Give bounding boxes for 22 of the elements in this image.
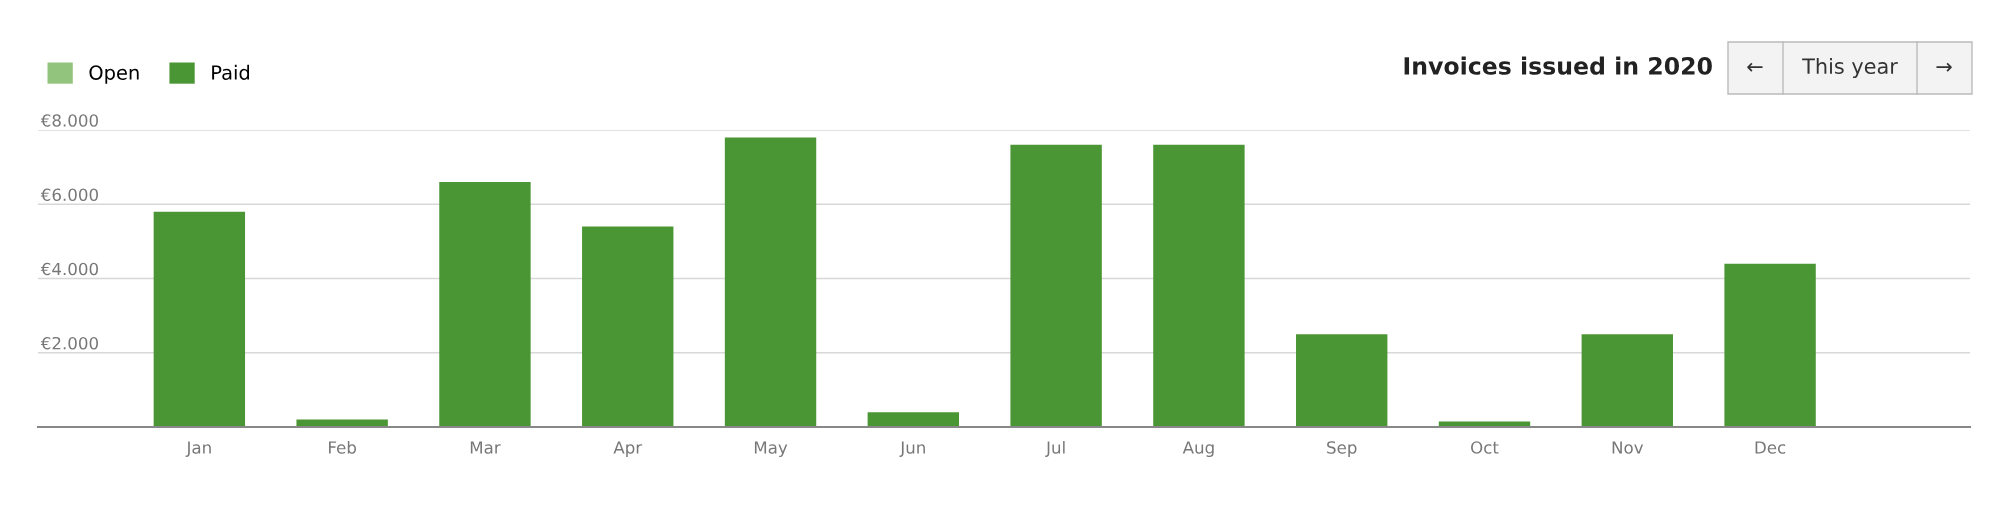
x-tick-label: Jan (185, 441, 211, 457)
x-tick-label: Mar (470, 441, 501, 454)
text: This year (1802, 57, 1898, 79)
y-tick-label: €4.000 (40, 262, 98, 276)
legend-label: Open (89, 65, 139, 84)
x-tick-label: Oct (1471, 441, 1499, 454)
x-tick-label: Aug (1182, 441, 1214, 458)
x-tick-label: Dec (1755, 441, 1786, 454)
x-tick-label: Jul (1045, 440, 1065, 457)
text: → (1936, 62, 1952, 72)
text: ← (1747, 62, 1763, 72)
x-tick-label: Sep (1327, 441, 1357, 458)
y-tick-label: €6.000 (40, 188, 98, 202)
chart-title: Invoices issued in 2020 (1404, 56, 1712, 75)
legend-label: Paid (212, 64, 250, 80)
y-tick-label: €2.000 (40, 336, 98, 350)
x-tick-label: Feb (329, 440, 356, 454)
y-tick-label: €8.000 (40, 114, 98, 127)
x-tick-label: Apr (613, 441, 643, 458)
x-tick-label: Jun (899, 441, 925, 457)
x-tick-label: May (754, 441, 788, 458)
x-tick-label: Nov (1612, 441, 1644, 454)
